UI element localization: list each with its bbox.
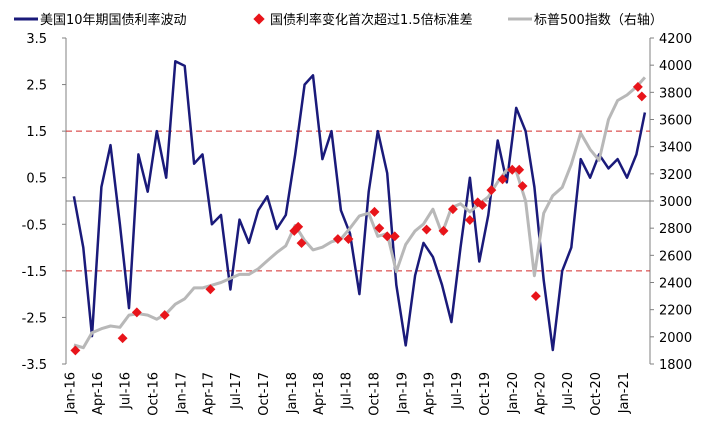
x-tick-label: Jul-18 (340, 372, 355, 410)
signal-marker (296, 238, 307, 249)
signal-marker (389, 231, 400, 242)
signal-marker (382, 231, 393, 242)
x-tick-label: Jan-19 (395, 372, 410, 414)
signal-marker (636, 91, 647, 102)
right-tick-label: 3600 (659, 114, 692, 129)
x-tick-label: Jan-21 (617, 372, 632, 414)
series-line-spx (73, 76, 647, 350)
x-tick-label: Apr-16 (91, 372, 106, 415)
legend-label-marker: 国债利率变化首次超过1.5倍标准差 (270, 12, 473, 28)
legend-label-yield: 美国10年期国债利率波动 (40, 12, 187, 28)
signal-marker (486, 185, 497, 196)
signal-marker (464, 215, 475, 225)
x-tick-label: Jan-17 (174, 372, 189, 414)
x-tick-label: Apr-19 (423, 372, 438, 415)
x-tick-label: Oct-17 (257, 372, 272, 416)
left-tick-label: -3.5 (22, 358, 47, 373)
signal-marker (477, 200, 488, 211)
right-tick-label: 2400 (659, 277, 692, 292)
left-tick-label: 3.5 (26, 32, 47, 47)
x-tick-label: Jul-17 (229, 372, 244, 410)
signal-marker (343, 234, 354, 244)
signal-marker (514, 164, 525, 175)
x-tick-label: Apr-20 (533, 372, 548, 415)
right-tick-label: 3000 (659, 195, 692, 210)
legend: 美国10年期国债利率波动 国债利率变化首次超过1.5倍标准差 标普500指数（右… (14, 12, 663, 28)
signal-marker (507, 164, 518, 175)
signal-marker (369, 206, 380, 217)
x-tick-label: Jan-16 (64, 372, 79, 414)
signal-marker (447, 204, 458, 215)
signal-marker (374, 223, 385, 234)
legend-swatch-marker (253, 13, 265, 25)
left-tick-label: -1.5 (22, 265, 47, 280)
x-tick-label: Oct-20 (589, 372, 604, 416)
x-tick-label: Jul-19 (450, 372, 465, 410)
right-tick-label: 4000 (659, 59, 692, 74)
left-tick-label: 2.5 (26, 79, 47, 94)
x-tick-label: Jan-20 (506, 372, 521, 414)
right-tick-label: 3400 (659, 141, 692, 156)
signal-marker (131, 307, 142, 318)
axes: 3.5 2.5 1.5 0.5 -0.5 -1.5 -2.5 -3.5 4200 4000 3800… (22, 32, 692, 416)
right-tick-label: 1800 (659, 358, 692, 373)
x-tick-label: Oct-19 (478, 372, 493, 416)
legend-label-spx: 标普500指数（右轴） (534, 13, 663, 28)
x-tick-label: Jul-16 (119, 372, 134, 410)
right-tick-label: 2800 (659, 222, 692, 237)
signal-marker (117, 333, 128, 344)
x-tick-label: Apr-18 (312, 372, 327, 415)
signal-marker (205, 284, 216, 295)
signal-marker (530, 291, 541, 302)
left-tick-label: 1.5 (26, 125, 47, 140)
marker-group (70, 81, 647, 356)
left-tick-label: -2.5 (22, 311, 47, 326)
right-tick-label: 2000 (659, 331, 692, 346)
signal-marker (497, 174, 508, 185)
right-tick-label: 2200 (659, 304, 692, 319)
left-tick-label: 0.5 (26, 172, 47, 187)
right-tick-label: 3200 (659, 168, 692, 183)
series-line-yield (72, 60, 647, 352)
x-tick-label: Jan-18 (285, 372, 300, 414)
signal-marker (332, 234, 343, 244)
reference-lines (66, 130, 650, 272)
x-tick-label: Oct-16 (147, 372, 162, 416)
x-tick-label: Jul-20 (561, 372, 576, 410)
signal-marker (517, 181, 528, 192)
right-tick-label: 3800 (659, 86, 692, 101)
x-tick-label: Apr-17 (202, 372, 217, 415)
signal-marker (438, 225, 449, 236)
signal-marker (293, 221, 304, 232)
signal-marker (159, 310, 170, 321)
right-tick-label: 2600 (659, 249, 692, 264)
left-tick-label: -0.5 (22, 218, 47, 233)
right-tick-label: 4200 (659, 32, 692, 47)
series-group (72, 60, 647, 352)
signal-marker (421, 224, 432, 235)
x-tick-label: Oct-18 (368, 372, 383, 416)
signal-marker (632, 81, 643, 92)
